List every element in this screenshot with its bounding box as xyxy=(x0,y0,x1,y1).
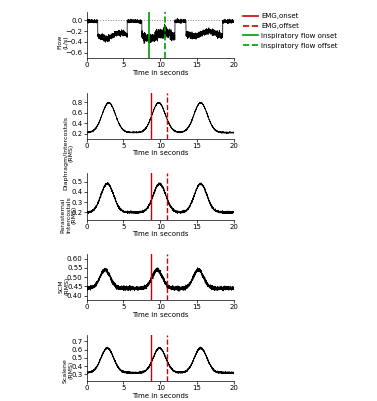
Y-axis label: Flow
(L/s): Flow (L/s) xyxy=(57,35,68,49)
Y-axis label: Diaphragm/Intercostals
(RMS): Diaphragm/Intercostals (RMS) xyxy=(63,116,74,190)
X-axis label: Time in seconds: Time in seconds xyxy=(132,150,188,156)
X-axis label: Time in seconds: Time in seconds xyxy=(132,70,188,76)
Y-axis label: Scalene
(RMS): Scalene (RMS) xyxy=(63,358,74,383)
X-axis label: Time in seconds: Time in seconds xyxy=(132,393,188,399)
X-axis label: Time in seconds: Time in seconds xyxy=(132,231,188,237)
Y-axis label: Parasternal
Intercostals
(RMS): Parasternal Intercostals (RMS) xyxy=(60,196,77,233)
X-axis label: Time in seconds: Time in seconds xyxy=(132,312,188,318)
Legend: EMG,onset, EMG,offset, Inspiratory flow onset, Inspiratory flow offset: EMG,onset, EMG,offset, Inspiratory flow … xyxy=(243,13,338,49)
Y-axis label: SCM
(RMS): SCM (RMS) xyxy=(58,277,69,296)
